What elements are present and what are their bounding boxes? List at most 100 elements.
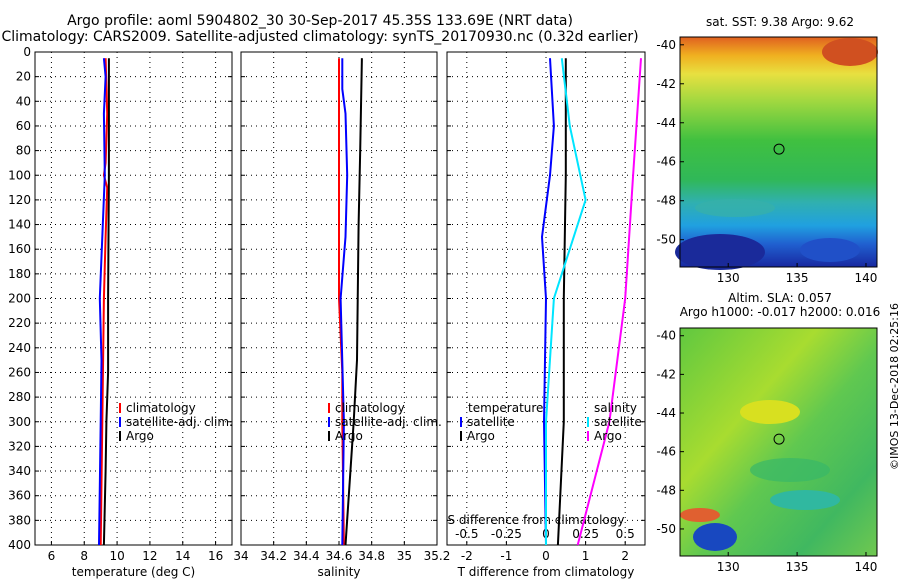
temp-argo-line xyxy=(102,58,110,546)
temperature-x-tick-label: 14 xyxy=(175,549,190,563)
depth-tick-label: 40 xyxy=(16,94,31,108)
difference-x-axis-label: T difference from climatology xyxy=(457,565,635,579)
salinity-x-axis-label: salinity xyxy=(317,565,360,579)
sal-legend-argo-label: Argo xyxy=(335,429,363,443)
depth-tick-label: 360 xyxy=(8,489,31,503)
depth-tick-label: 340 xyxy=(8,464,31,478)
sla_map-frame xyxy=(679,327,878,557)
sla_map-lat-label: -50 xyxy=(656,522,676,536)
sla_map-float-marker xyxy=(773,433,785,445)
sst_map-float-marker xyxy=(773,143,785,155)
depth-tick-label: 240 xyxy=(8,341,31,355)
salinity-x-tick-label: 34.8 xyxy=(358,549,385,563)
temperature-frame xyxy=(34,51,233,546)
sal-legend-climatology-label: climatology xyxy=(335,401,405,415)
depth-tick-label: 120 xyxy=(8,193,31,207)
depth-tick-label: 260 xyxy=(8,365,31,379)
diff-t-argo-line xyxy=(556,58,567,546)
salinity-x-tick-label: 35.2 xyxy=(424,549,451,563)
diff-s-satellite-line xyxy=(545,58,587,545)
depth-tick-label: 140 xyxy=(8,218,31,232)
sst_map-lat-label: -44 xyxy=(656,116,676,130)
depth-tick-label: 180 xyxy=(8,267,31,281)
temperature-x-tick-label: 16 xyxy=(208,549,223,563)
sst_map-lat-label: -40 xyxy=(656,38,676,52)
diff-s-argo-line xyxy=(576,58,642,546)
sst_map-lat-label: -46 xyxy=(656,155,676,169)
temp-climatology-line xyxy=(99,58,109,546)
difference-s-tick-label: 0.5 xyxy=(616,527,635,541)
sal-satellite-line xyxy=(339,58,349,546)
sst_map: 130 135 140 -40 -42 -44 -46 -48 -50 xyxy=(656,36,878,285)
difference-x-tick-label: 2 xyxy=(621,549,629,563)
depth-tick-label: 100 xyxy=(8,168,31,182)
sst_map-field xyxy=(680,37,877,267)
depth-tick-label: 200 xyxy=(8,292,31,306)
difference-s-tick-label: -0.25 xyxy=(491,527,522,541)
depth-tick-label: 320 xyxy=(8,439,31,453)
sla-high-patch xyxy=(680,508,720,522)
salinity-x-tick-label: 34.2 xyxy=(260,549,287,563)
sla_map-lon-label: 135 xyxy=(786,560,809,574)
temperature-x-tick-label: 6 xyxy=(48,549,56,563)
sst_map-lon-label: 130 xyxy=(717,271,740,285)
difference-s-tick-label: -0.5 xyxy=(455,527,478,541)
depth-tick-label: 0 xyxy=(23,45,31,59)
sst-cold-patch xyxy=(800,238,860,262)
diff-legend-temperature-header: temperature xyxy=(468,401,543,415)
sla_map-lat-label: -44 xyxy=(656,406,676,420)
depth-tick-label: 400 xyxy=(8,538,31,552)
sla-mid-patch xyxy=(750,458,830,482)
temperature-x-tick-label: 12 xyxy=(142,549,157,563)
temp-satellite-line xyxy=(98,58,107,546)
sst-map-title: sat. SST: 9.38 Argo: 9.62 xyxy=(705,15,855,29)
depth-tick-label: 300 xyxy=(8,415,31,429)
sla_map-field xyxy=(680,328,877,556)
diff-legend-t-satellite-label: satellite xyxy=(467,415,515,429)
sla_map-lon-label: 130 xyxy=(717,560,740,574)
depth-tick-label: 20 xyxy=(16,70,31,84)
sal-legend-satellite-label: satellite-adj. clim. xyxy=(335,415,442,429)
temp-legend-argo-label: Argo xyxy=(126,429,154,443)
difference-s-tick-label: 0.25 xyxy=(572,527,599,541)
depth-tick-label: 380 xyxy=(8,513,31,527)
sst_map-frame xyxy=(679,36,878,268)
depth-tick-label: 60 xyxy=(16,119,31,133)
depth-tick-label: 160 xyxy=(8,242,31,256)
difference-x-tick-label: -2 xyxy=(461,549,473,563)
figure-title-line1: Argo profile: aoml 5904802_30 30-Sep-201… xyxy=(67,13,573,29)
salinity-x-tick-label: 35 xyxy=(397,549,412,563)
temp-legend-climatology-label: climatology xyxy=(126,401,196,415)
diff-legend-s-argo-label: Argo xyxy=(594,429,622,443)
depth-tick-label: 80 xyxy=(16,144,31,158)
temperature-x-tick-label: 8 xyxy=(80,549,88,563)
sst-cold-patch xyxy=(675,234,765,270)
sla-map-title-line1: Altim. SLA: 0.057 xyxy=(728,291,832,305)
sst_map-lat-label: -50 xyxy=(656,233,676,247)
diff-legend-salinity-header: salinity xyxy=(594,401,637,415)
sla-map-title-line2: Argo h1000: -0.017 h2000: 0.016 xyxy=(679,305,881,319)
sst-warm-patch xyxy=(822,38,878,66)
temperature-x-tick-label: 10 xyxy=(109,549,124,563)
sla-high-patch xyxy=(740,400,800,424)
sal-argo-line xyxy=(344,58,363,546)
sla_map-lon-label: 140 xyxy=(855,560,878,574)
panel-temperature: 0 20 40 60 80 100 120 140 160 180 200 220 240 260 280 3… xyxy=(8,45,233,579)
salinity-x-tick-label: 34 xyxy=(233,549,248,563)
sst_map-lat-label: -48 xyxy=(656,194,676,208)
sla-low-patch xyxy=(693,523,737,551)
difference-x-tick-label: -1 xyxy=(500,549,512,563)
diff-legend-s-satellite-label: satellite xyxy=(594,415,642,429)
panel-difference: -2 -1 0 1 2 T difference from climatology -0.5… xyxy=(446,51,646,579)
sla-low-patch xyxy=(770,490,840,510)
sla_map-lat-label: -40 xyxy=(656,329,676,343)
difference-x-tick-label: 1 xyxy=(582,549,590,563)
diff-t-satellite-line xyxy=(540,58,555,546)
sla_map-lat-label: -46 xyxy=(656,445,676,459)
difference-s-axis-label: S difference from climatology xyxy=(448,513,625,527)
sst_map-lon-label: 135 xyxy=(786,271,809,285)
figure-title-line2: Climatology: CARS2009. Satellite-adjuste… xyxy=(1,29,639,45)
difference-x-tick-label: 0 xyxy=(542,549,550,563)
sst-cool-band xyxy=(695,199,775,217)
